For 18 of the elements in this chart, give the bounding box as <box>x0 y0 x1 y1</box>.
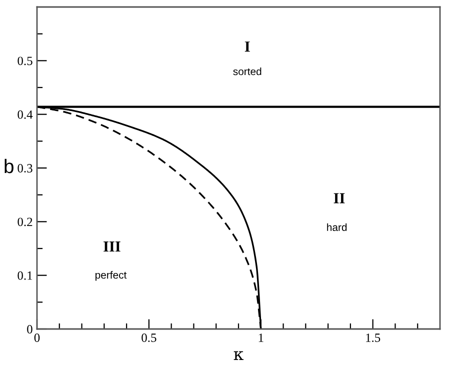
x-axis-title: κ <box>234 351 244 360</box>
x-tick-label: 1 <box>258 334 264 342</box>
annotation: II <box>334 193 345 204</box>
y-tick-label: 0.2 <box>18 218 32 226</box>
annotation: III <box>104 242 120 252</box>
y-tick-label: 0.4 <box>18 110 33 119</box>
annotation: perfect <box>96 271 127 281</box>
y-axis-title: b <box>4 158 14 174</box>
y-tick-label: 0 <box>27 325 32 334</box>
y-tick-label: 0.3 <box>18 164 32 173</box>
annotation: sorted <box>233 68 262 76</box>
annotation: hard <box>327 223 347 232</box>
y-tick-label: 0.5 <box>18 56 32 66</box>
x-tick-label: 0 <box>34 334 40 342</box>
x-tick-label: 0.5 <box>142 334 156 342</box>
y-tick-label: 0.1 <box>18 271 32 280</box>
annotation: I <box>244 42 250 52</box>
x-tick-label: 1.5 <box>366 334 380 342</box>
